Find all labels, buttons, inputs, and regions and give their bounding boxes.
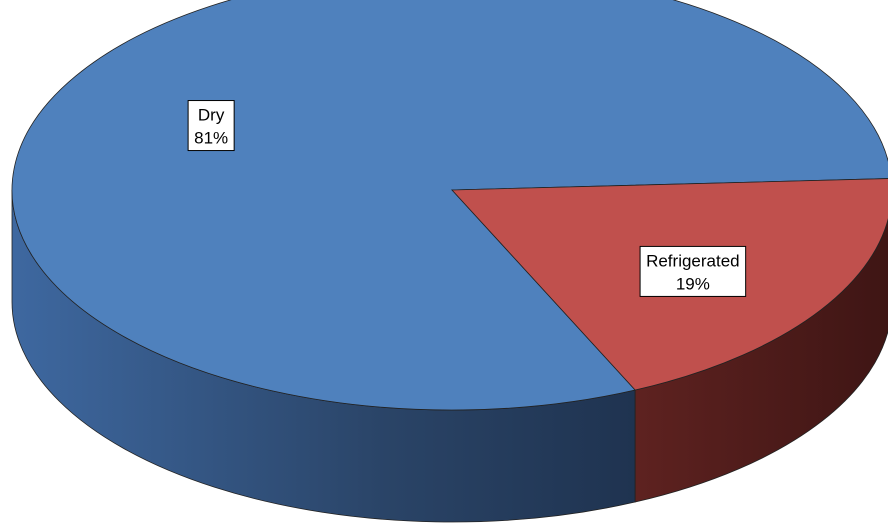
label-name: Refrigerated: [646, 251, 740, 270]
label-value: 81%: [194, 129, 228, 148]
label-value: 19%: [676, 274, 710, 293]
data-label: Refrigerated 19%: [639, 245, 747, 297]
label-box: [187, 100, 235, 152]
data-label: Dry 81%: [187, 100, 235, 152]
label-name: Dry: [198, 106, 225, 125]
label-box: [639, 245, 747, 297]
